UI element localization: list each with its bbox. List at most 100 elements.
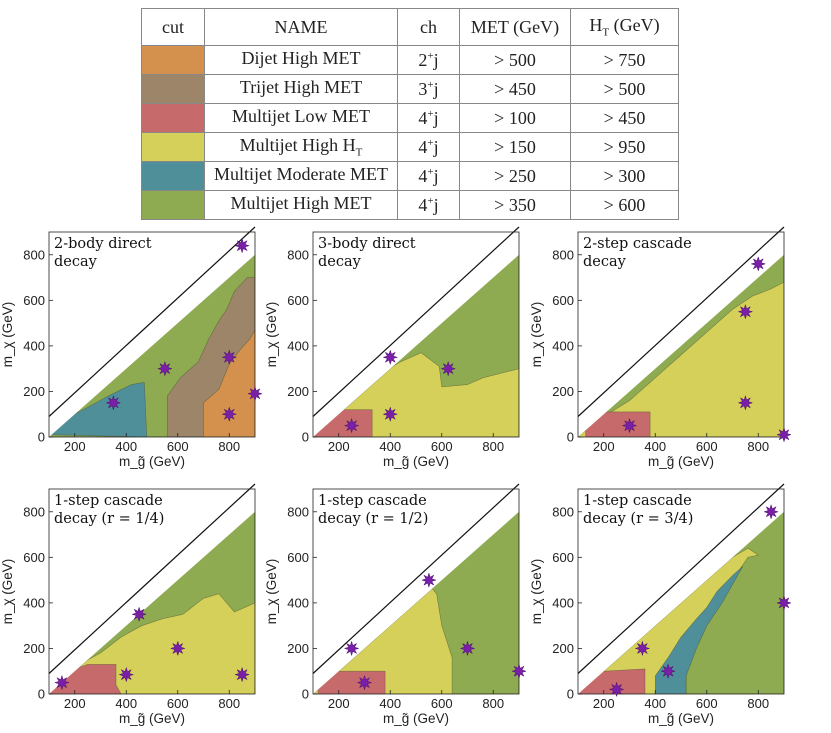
y-tick-label: 400 bbox=[552, 595, 574, 610]
benchmark-star bbox=[234, 666, 250, 683]
y-tick-label: 200 bbox=[552, 384, 574, 399]
y-tick-label: 600 bbox=[23, 550, 45, 565]
chart-panel-1: 200 400 600 800 0 200 400 600 800 m_g̃ (GeV) m_χ (… bbox=[0, 226, 263, 469]
y-tick-label: 600 bbox=[287, 550, 309, 565]
y-tick-label: 0 bbox=[302, 430, 309, 445]
y-tick-label: 800 bbox=[287, 504, 309, 519]
benchmark-star bbox=[234, 237, 250, 254]
cut-swatch bbox=[141, 161, 205, 191]
benchmark-star bbox=[421, 572, 437, 588]
table-header-row: cut NAME ch MET (GeV) HT (GeV) bbox=[141, 8, 679, 46]
region-layer bbox=[49, 489, 255, 694]
benchmark-star bbox=[382, 349, 399, 366]
y-tick-label: 200 bbox=[287, 384, 309, 399]
cut-swatch bbox=[141, 45, 205, 75]
cut-table: cut NAME ch MET (GeV) HT (GeV) Dijet Hig… bbox=[141, 8, 679, 220]
benchmark-star bbox=[105, 394, 122, 411]
cut-name-text: Multijet High H bbox=[239, 135, 356, 156]
channel-sup: + bbox=[427, 107, 434, 120]
plot-frame bbox=[312, 488, 520, 695]
y-tick-label: 200 bbox=[552, 641, 574, 656]
cut-name-sub: T bbox=[355, 146, 363, 159]
benchmark-star bbox=[737, 394, 754, 411]
kinematic-forbidden-area bbox=[578, 489, 784, 694]
x-tick-label: 200 bbox=[64, 439, 86, 454]
y-tick-label: 0 bbox=[38, 430, 45, 445]
channel-number: 4 bbox=[418, 194, 428, 215]
cut-name-text: Multijet Moderate MET bbox=[214, 164, 388, 185]
channel-j: j bbox=[433, 49, 439, 70]
cut-name: Trijet High MET bbox=[204, 74, 398, 104]
panel-title: 1-step cascade bbox=[583, 493, 692, 509]
benchmark-star bbox=[660, 663, 676, 680]
x-tick-label: 200 bbox=[328, 696, 350, 711]
y-tick-label: 400 bbox=[23, 338, 45, 353]
x-tick-label: 400 bbox=[644, 696, 666, 711]
chart-panel-3: 200 400 600 800 0 200 400 600 800 m_g̃ (GeV) m_χ (… bbox=[529, 226, 792, 469]
x-tick-label: 600 bbox=[696, 696, 718, 711]
y-tick-label: 800 bbox=[23, 504, 45, 519]
channel-j: j bbox=[433, 165, 439, 186]
table-row: Multijet Low MET 4+j > 100 > 450 bbox=[141, 103, 679, 133]
cut-name: Multijet Low MET bbox=[204, 103, 398, 133]
x-tick-label: 400 bbox=[644, 439, 666, 454]
channel-number: 2 bbox=[418, 49, 428, 70]
cut-swatch bbox=[141, 74, 205, 104]
channel-sup: + bbox=[427, 165, 434, 178]
panel-subtitle: decay bbox=[54, 254, 98, 270]
x-tick-label: 400 bbox=[379, 696, 401, 711]
benchmark-star bbox=[157, 360, 173, 377]
cut-name: Multijet High MET bbox=[204, 190, 398, 220]
table-row: Multijet High HT 4+j > 150 > 950 bbox=[141, 132, 679, 162]
benchmark-star bbox=[343, 640, 360, 657]
cut-ht: > 450 bbox=[570, 103, 679, 133]
x-tick-label: 800 bbox=[747, 696, 769, 711]
chart-panel-2: 200 400 600 800 0 200 400 600 800 m_g̃ (GeV) m_χ (… bbox=[264, 226, 520, 469]
header-ht-unit: (GeV) bbox=[609, 15, 660, 36]
header-cut: cut bbox=[141, 8, 205, 46]
y-tick-label: 400 bbox=[23, 595, 45, 610]
x-tick-label: 400 bbox=[379, 439, 401, 454]
benchmark-star bbox=[221, 349, 238, 366]
channel-sup: + bbox=[427, 78, 434, 91]
benchmark-star bbox=[118, 666, 135, 683]
benchmark-star bbox=[131, 606, 147, 623]
region-modmet bbox=[654, 566, 744, 694]
x-axis-title: m_g̃ (GeV) bbox=[383, 454, 449, 469]
y-axis-title: m_χ (GeV) bbox=[264, 302, 279, 368]
y-tick-label: 200 bbox=[23, 384, 45, 399]
y-axis-title: m_χ (GeV) bbox=[0, 302, 15, 368]
x-tick-label: 600 bbox=[431, 696, 453, 711]
plot-frame bbox=[48, 488, 256, 695]
kinematic-forbidden-area bbox=[49, 489, 255, 694]
kinematic-forbidden-area bbox=[49, 232, 255, 437]
x-axis-title: m_g̃ (GeV) bbox=[119, 454, 185, 469]
region-dijet bbox=[203, 329, 255, 437]
benchmark-star bbox=[621, 417, 638, 434]
panel-title: 2-step cascade bbox=[583, 236, 692, 252]
x-tick-label: 800 bbox=[482, 696, 504, 711]
benchmark-star bbox=[750, 256, 767, 272]
y-tick-label: 0 bbox=[567, 430, 574, 445]
panel-title: 3-body direct bbox=[318, 236, 416, 252]
x-tick-label: 600 bbox=[431, 439, 453, 454]
chart-panel-6: 200 400 600 800 0 200 400 600 800 m_g̃ (GeV) m_χ (… bbox=[529, 483, 792, 726]
x-tick-label: 400 bbox=[115, 696, 137, 711]
panel-title: 1-step cascade bbox=[318, 493, 427, 509]
benchmark-star bbox=[343, 417, 360, 434]
panel-subtitle: decay bbox=[583, 254, 627, 270]
benchmark-star bbox=[763, 503, 779, 520]
benchmark-star bbox=[54, 674, 70, 691]
kinematic-forbidden-area bbox=[313, 489, 519, 694]
benchmark-star bbox=[776, 426, 792, 443]
y-tick-label: 0 bbox=[302, 687, 309, 702]
cut-channel: 4+j bbox=[397, 103, 460, 133]
cut-name-text: Dijet High MET bbox=[241, 48, 361, 69]
x-tick-label: 800 bbox=[482, 439, 504, 454]
y-tick-label: 600 bbox=[552, 550, 574, 565]
cut-ht: > 750 bbox=[570, 45, 679, 75]
benchmark-star bbox=[511, 663, 527, 680]
header-name: NAME bbox=[204, 8, 398, 46]
cut-ht: > 600 bbox=[570, 190, 679, 220]
channel-j: j bbox=[433, 78, 439, 99]
